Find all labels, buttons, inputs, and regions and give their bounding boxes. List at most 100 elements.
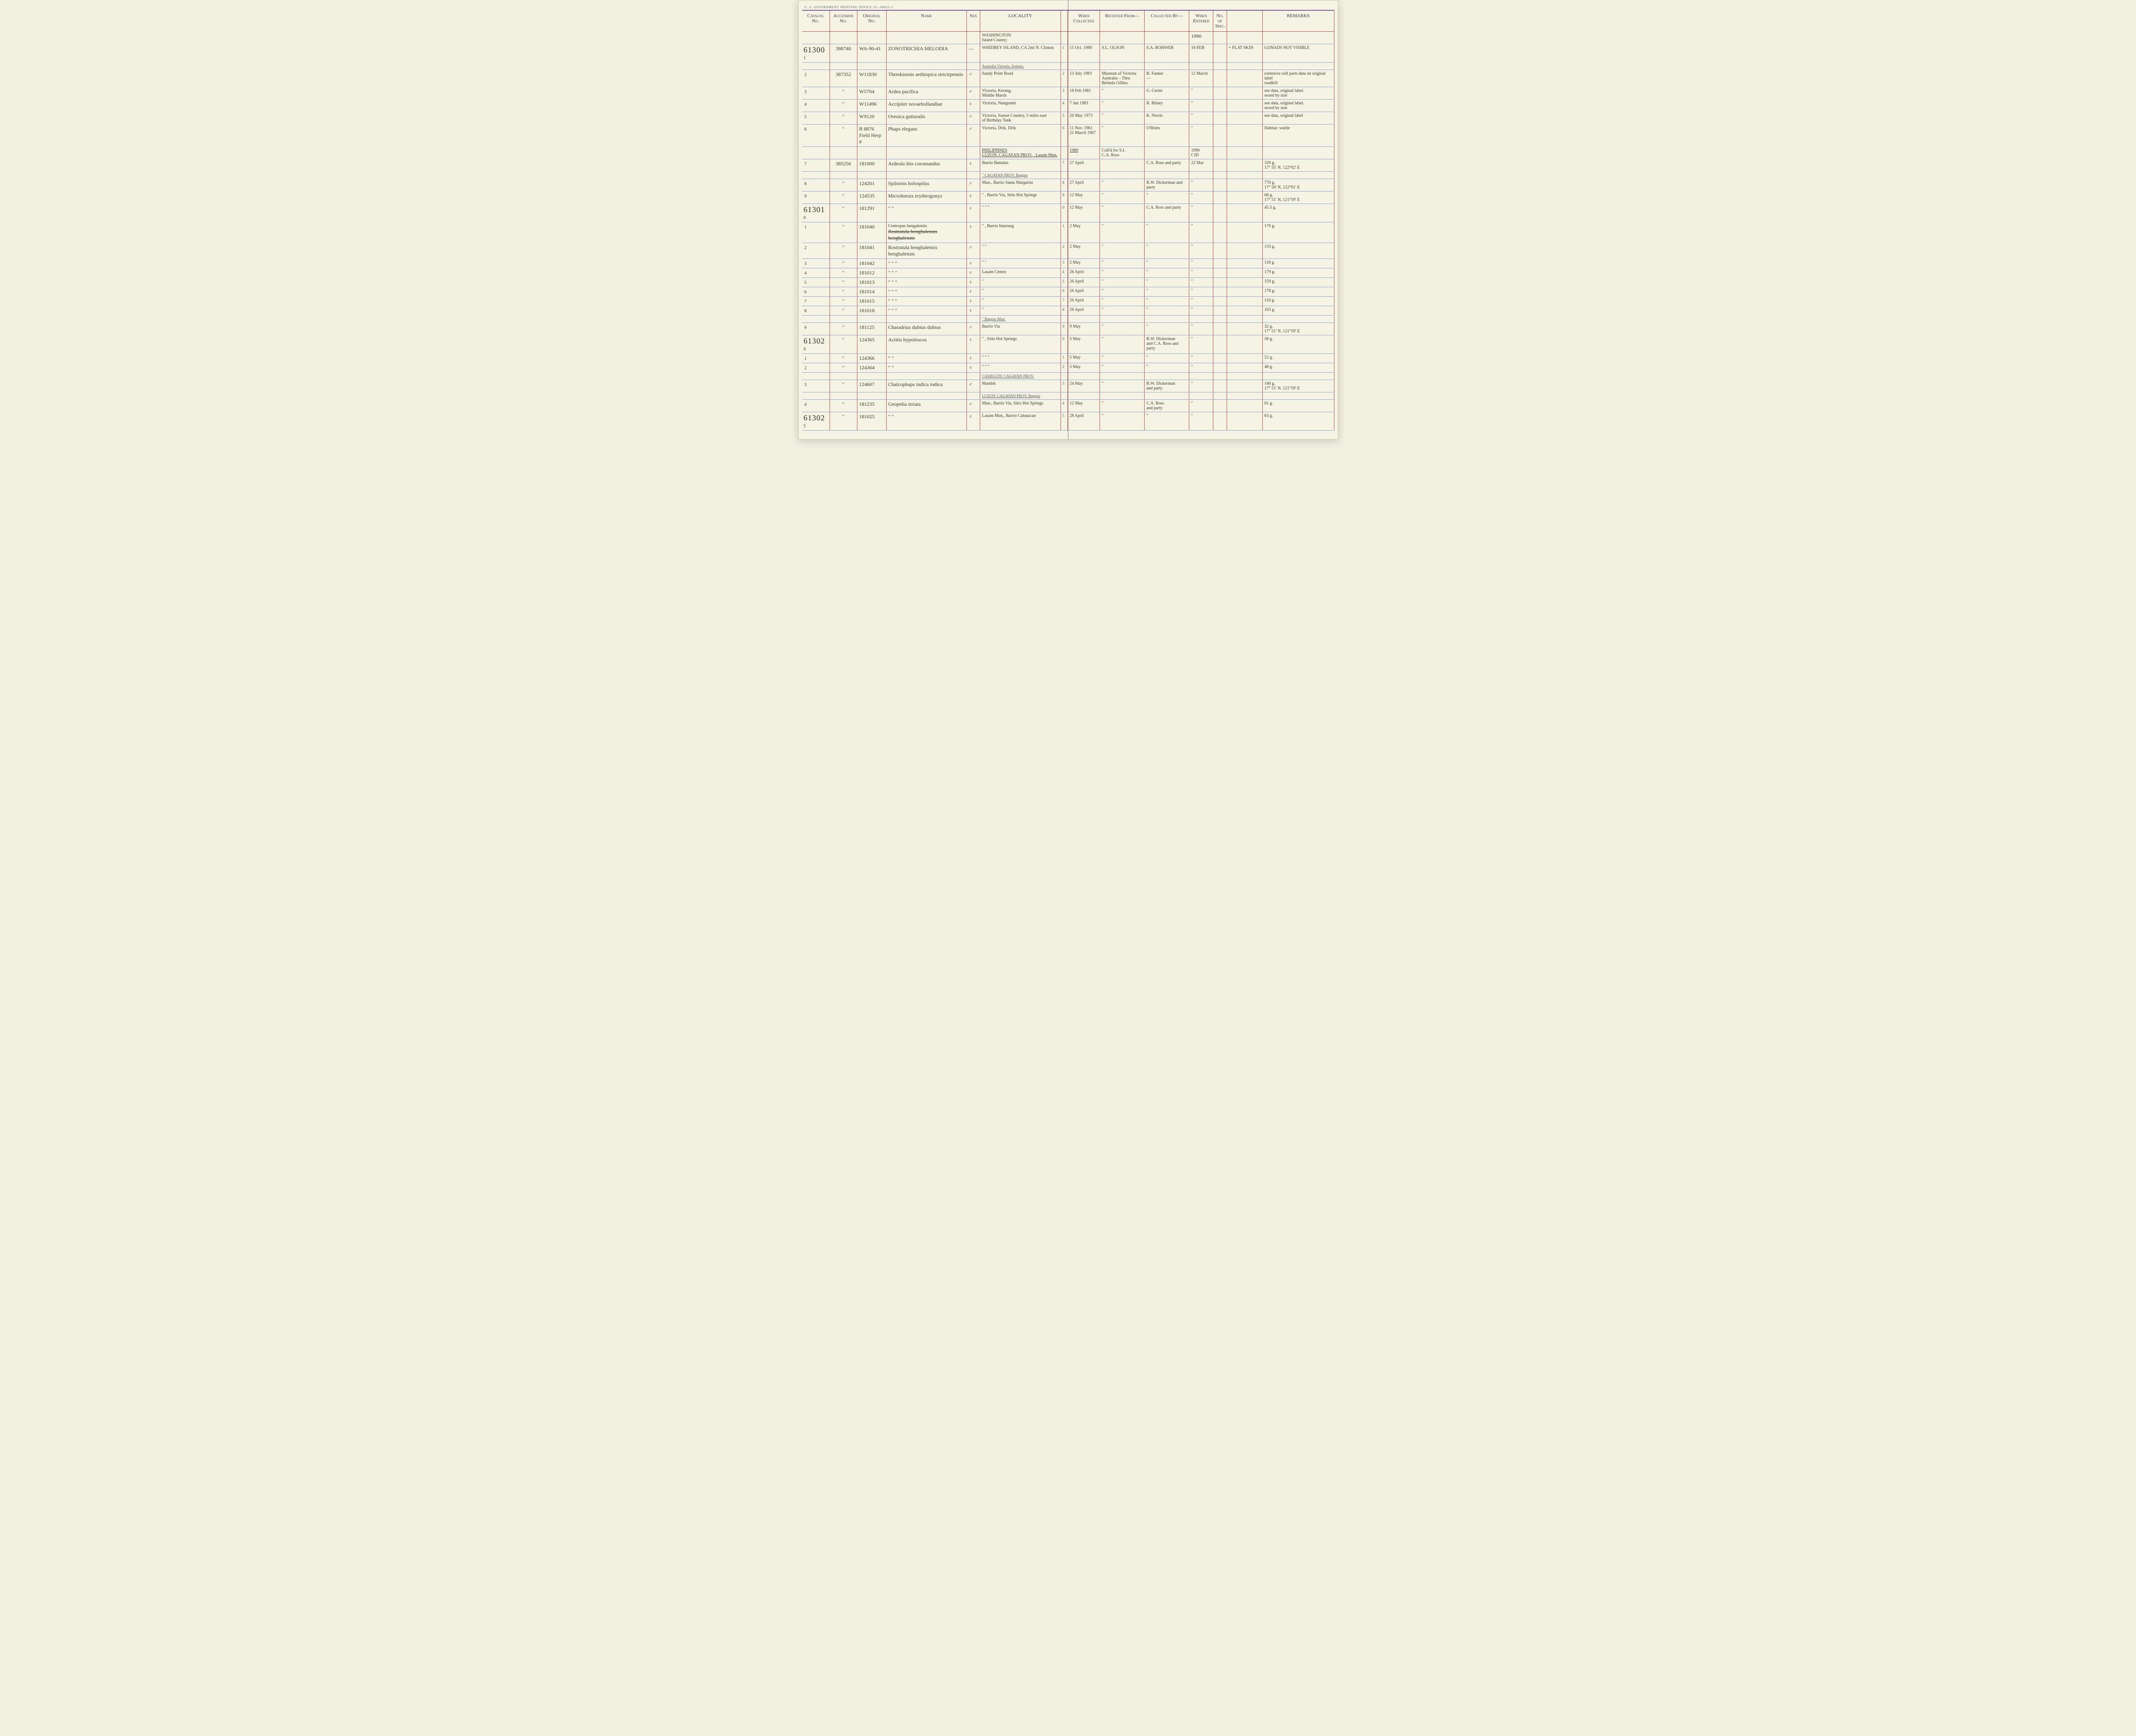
cell-received-from: ″ <box>1100 297 1145 306</box>
blank <box>1100 172 1145 179</box>
cell-idx: 3 <box>1060 87 1068 100</box>
cell-accession: ″ <box>829 278 857 287</box>
cell-when-entered: ″ <box>1189 297 1213 306</box>
cell-sex: ♀ <box>967 259 980 268</box>
cell-sex: ♀ <box>967 222 980 243</box>
blank <box>1227 147 1262 159</box>
table-row: 7385256181000Ardeola ibis coromandus♀Bar… <box>802 159 1334 172</box>
table-row: 61301 0″181291″ ″♀″ ″ ″012 May″C.A. Ross… <box>802 204 1334 222</box>
cell-accession: 385256 <box>829 159 857 172</box>
cell-when-collected: 15 Oct. 1989 <box>1068 44 1100 63</box>
cell-name: Charadrius dubius dubius <box>886 323 966 335</box>
blank <box>1213 373 1227 380</box>
blank <box>1262 373 1334 380</box>
cell-accession: ″ <box>829 100 857 112</box>
hdr-received-from: Received From— <box>1100 11 1145 32</box>
cell-sex: ♀ <box>967 412 980 431</box>
cell-extra <box>1227 400 1262 412</box>
cell-locality: ″ ″ <box>980 243 1060 259</box>
cell-collected-by: ″ <box>1145 259 1189 268</box>
cell-original: 124535 <box>857 192 887 204</box>
locality-pre: LUZON: CAGAYAN PROV. Baggao <box>980 392 1060 400</box>
cell-idx: 8 <box>1060 306 1068 316</box>
blank <box>829 373 857 380</box>
blank <box>1145 316 1189 323</box>
blank <box>1100 63 1145 70</box>
blank <box>802 392 830 400</box>
cell-locality: Mambit <box>980 380 1060 392</box>
blank <box>802 316 830 323</box>
cell-name: ″ ″ ″ <box>886 297 966 306</box>
cell-no-of-spec <box>1213 354 1227 363</box>
cell-idx: 4 <box>1060 400 1068 412</box>
cell-idx: 0 <box>1060 204 1068 222</box>
ledger-page: U. S. GOVERNMENT PRINTING OFFICE 16—6002… <box>798 0 1338 440</box>
table-row: 3″181042″ ″ ″♀″ ″32 May″″″118 g. <box>802 259 1334 268</box>
cell-extra <box>1227 335 1262 354</box>
blank <box>886 147 966 159</box>
cell-when-collected: 7 Jan 1983 <box>1068 100 1100 112</box>
cell-catalog: 5 <box>802 112 830 125</box>
cell-no-of-spec <box>1213 159 1227 172</box>
blank <box>1189 316 1213 323</box>
cell-when-collected: 26 April <box>1068 268 1100 278</box>
cell-sex: ♀ <box>967 204 980 222</box>
cell-when-collected: 13 July 1983 <box>1068 70 1100 87</box>
cell-received-from: ″ <box>1100 412 1145 431</box>
cell-original: 181013 <box>857 278 887 287</box>
cell-accession: ″ <box>829 306 857 316</box>
cell-accession: ″ <box>829 335 857 354</box>
cell-received-from: ″ <box>1100 100 1145 112</box>
blank <box>1227 172 1262 179</box>
blank <box>1068 373 1100 380</box>
cell-sex: ♀ <box>967 278 980 287</box>
cell-when-entered: ″ <box>1189 204 1213 222</box>
region-locality-philippines: PHILIPPINESLUZON: CAGAYAN PROV. , Lasam … <box>980 147 1060 159</box>
cell-collected-by: ″ <box>1145 222 1189 243</box>
cell-received-from: ″ <box>1100 112 1145 125</box>
cell-when-collected: 12 May <box>1068 204 1100 222</box>
cell-collected-by: R.W. Dickerman and party <box>1145 179 1189 192</box>
cell-remarks: 140 g.17° 51' N. 121°59' E <box>1262 380 1334 392</box>
cell-no-of-spec <box>1213 179 1227 192</box>
table-header: Catalog No. Accession No. Original No. N… <box>802 11 1334 32</box>
region-locality-washington: WASHINGTON: Island County; <box>980 32 1060 44</box>
cell-idx: 9 <box>1060 323 1068 335</box>
cell-remarks: see data, original label <box>1262 112 1334 125</box>
cell-sex: ♂ <box>967 87 980 100</box>
blank <box>829 147 857 159</box>
cell-when-collected: 27 April <box>1068 179 1100 192</box>
blank <box>1262 147 1334 159</box>
cell-no-of-spec <box>1213 287 1227 297</box>
blank <box>1262 316 1334 323</box>
cell-catalog: 1 <box>802 354 830 363</box>
hdr-sex: Sex <box>967 11 980 32</box>
blank <box>1227 392 1262 400</box>
cell-remarks: 170 g. <box>1262 222 1334 243</box>
cell-idx: 1 <box>1060 44 1068 63</box>
locality-pre: ″ Baggao Mun. <box>980 316 1060 323</box>
cell-locality: Victoria, Drik, Drik <box>980 125 1060 147</box>
cell-original: B 8876Field Herp # <box>857 125 887 147</box>
table-row: 6″B 8876Field Herp #Phaps elegans♂Victor… <box>802 125 1334 147</box>
cell-sex: ♂ <box>967 323 980 335</box>
cell-accession: ″ <box>829 243 857 259</box>
cell-collected-by: G. Cerini <box>1145 87 1189 100</box>
cell-no-of-spec <box>1213 44 1227 63</box>
cell-remarks: see data, original label.sexed by size <box>1262 87 1334 100</box>
cell-catalog: 7 <box>802 297 830 306</box>
cell-name: Oreoica gutturalis <box>886 112 966 125</box>
blank <box>802 172 830 179</box>
cell-collected-by: ″ <box>1145 323 1189 335</box>
cell-sex: ♂ <box>967 400 980 412</box>
cell-idx: 2 <box>1060 243 1068 259</box>
cell-collected-by: R. Bilney <box>1145 100 1189 112</box>
locality-pre-row: Australia Victoria, Somers, <box>802 63 1334 70</box>
cell-when-collected: 2 May <box>1068 222 1100 243</box>
cell-received-from: ″ <box>1100 87 1145 100</box>
cell-remarks: GONADS NOT VISIBLE <box>1262 44 1334 63</box>
blank <box>967 63 980 70</box>
year-entered-1990: 1990 <box>1189 32 1213 44</box>
table-body: WASHINGTON: Island County; 1990 61300 13… <box>802 32 1334 431</box>
blank <box>829 392 857 400</box>
